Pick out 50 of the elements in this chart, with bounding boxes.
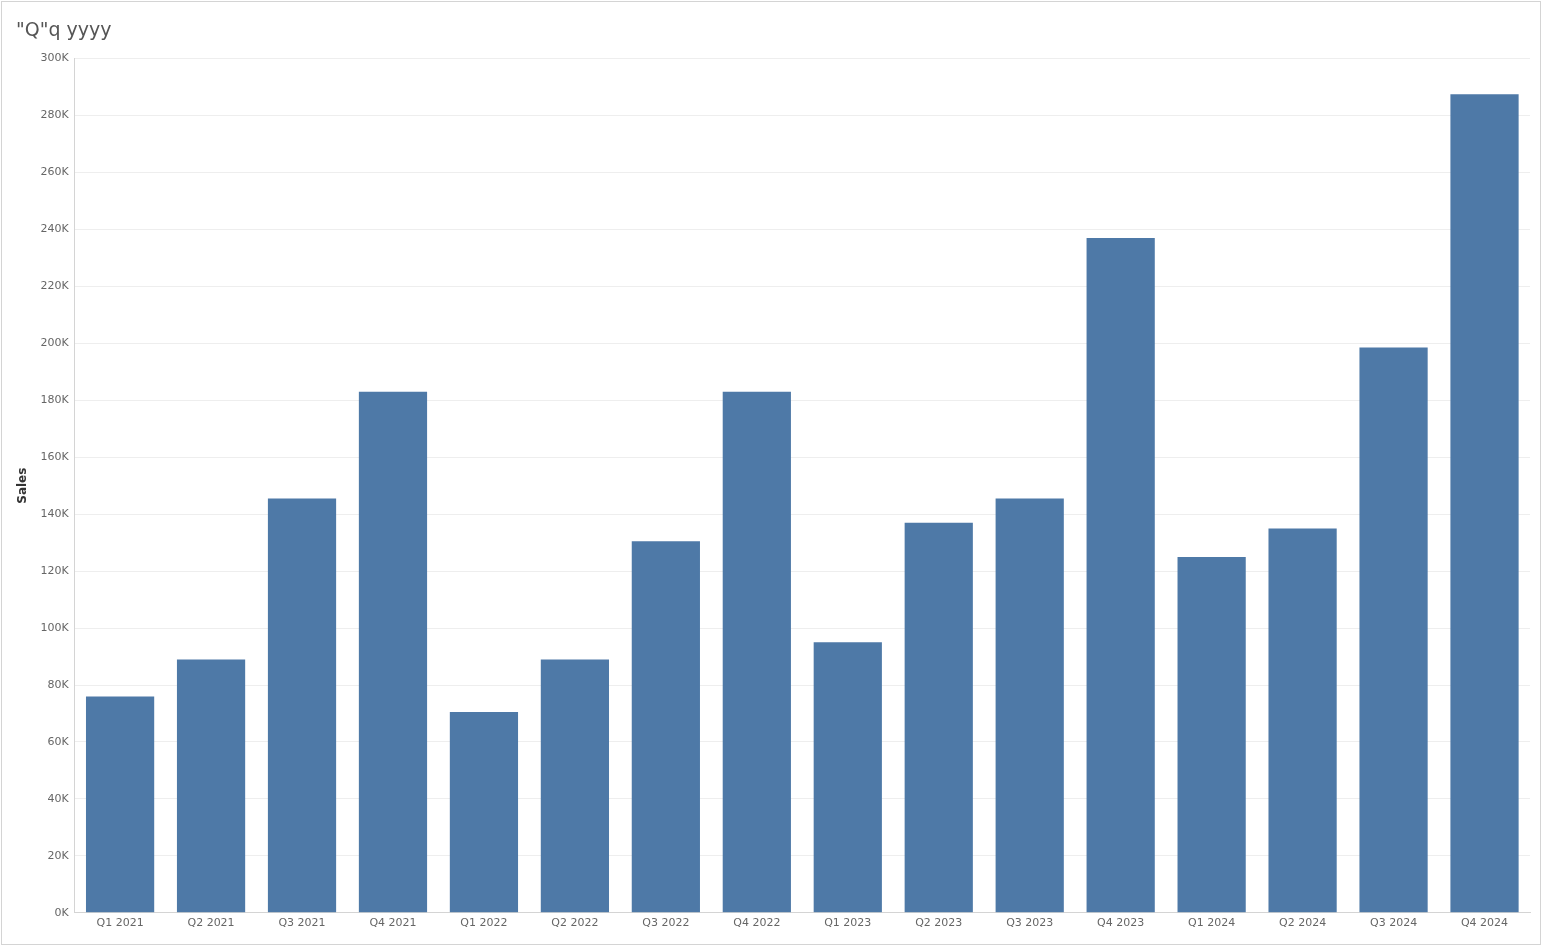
bar bbox=[267, 498, 337, 913]
y-tick-label: 240K bbox=[40, 222, 70, 236]
x-tick-label: Q1 2022 bbox=[460, 916, 508, 930]
x-tick-label: Q3 2021 bbox=[278, 916, 326, 930]
chart-title: "Q"q yyyy bbox=[16, 18, 112, 40]
x-tick-label: Q2 2021 bbox=[187, 916, 235, 930]
bar bbox=[1268, 528, 1337, 913]
x-tick-label: Q2 2022 bbox=[551, 916, 599, 930]
bar bbox=[176, 659, 246, 913]
y-tick-label: 200K bbox=[40, 336, 70, 350]
x-tick-label: Q4 2022 bbox=[733, 916, 781, 930]
x-tick-label: Q2 2024 bbox=[1279, 916, 1327, 930]
x-tick-label: Q1 2023 bbox=[824, 916, 872, 930]
x-tick-label: Q4 2021 bbox=[369, 916, 417, 930]
x-tick-label: Q4 2024 bbox=[1460, 916, 1509, 930]
y-tick-label: 40K bbox=[47, 791, 70, 805]
y-tick-label: 0K bbox=[54, 905, 70, 919]
bar bbox=[631, 541, 700, 913]
y-tick-label: 280K bbox=[40, 108, 70, 122]
bar bbox=[1177, 556, 1246, 913]
y-tick-label: 140K bbox=[40, 507, 70, 521]
y-tick-label: 80K bbox=[47, 677, 70, 691]
x-tick-label: Q2 2023 bbox=[915, 916, 963, 930]
y-tick-label: 260K bbox=[40, 165, 70, 179]
y-tick-label: 300K bbox=[40, 51, 70, 65]
bar bbox=[813, 642, 882, 913]
bar bbox=[449, 712, 519, 913]
bar bbox=[722, 391, 791, 913]
bar bbox=[358, 391, 428, 913]
x-tick-label: Q1 2021 bbox=[96, 916, 144, 930]
x-tick-label: Q1 2024 bbox=[1188, 916, 1236, 930]
bar bbox=[1086, 237, 1155, 913]
bar bbox=[540, 659, 610, 913]
y-axis-title: Sales bbox=[15, 467, 30, 504]
y-tick-label: 220K bbox=[40, 279, 70, 293]
bar bbox=[1359, 347, 1428, 913]
x-tick-label: Q3 2022 bbox=[642, 916, 690, 930]
bar bbox=[995, 498, 1064, 913]
y-tick-label: 100K bbox=[40, 620, 70, 634]
y-tick-label: 60K bbox=[47, 734, 70, 748]
y-tick-label: 20K bbox=[47, 848, 70, 862]
y-tick-label: 160K bbox=[40, 450, 70, 464]
bar bbox=[904, 522, 973, 913]
bar bbox=[85, 696, 155, 913]
x-tick-label: Q3 2024 bbox=[1369, 916, 1418, 930]
y-tick-label: 180K bbox=[40, 393, 70, 407]
bar bbox=[1450, 94, 1519, 913]
y-tick-label: 120K bbox=[40, 563, 70, 577]
x-tick-label: Q4 2023 bbox=[1097, 916, 1145, 930]
x-tick-label: Q3 2023 bbox=[1006, 916, 1054, 930]
